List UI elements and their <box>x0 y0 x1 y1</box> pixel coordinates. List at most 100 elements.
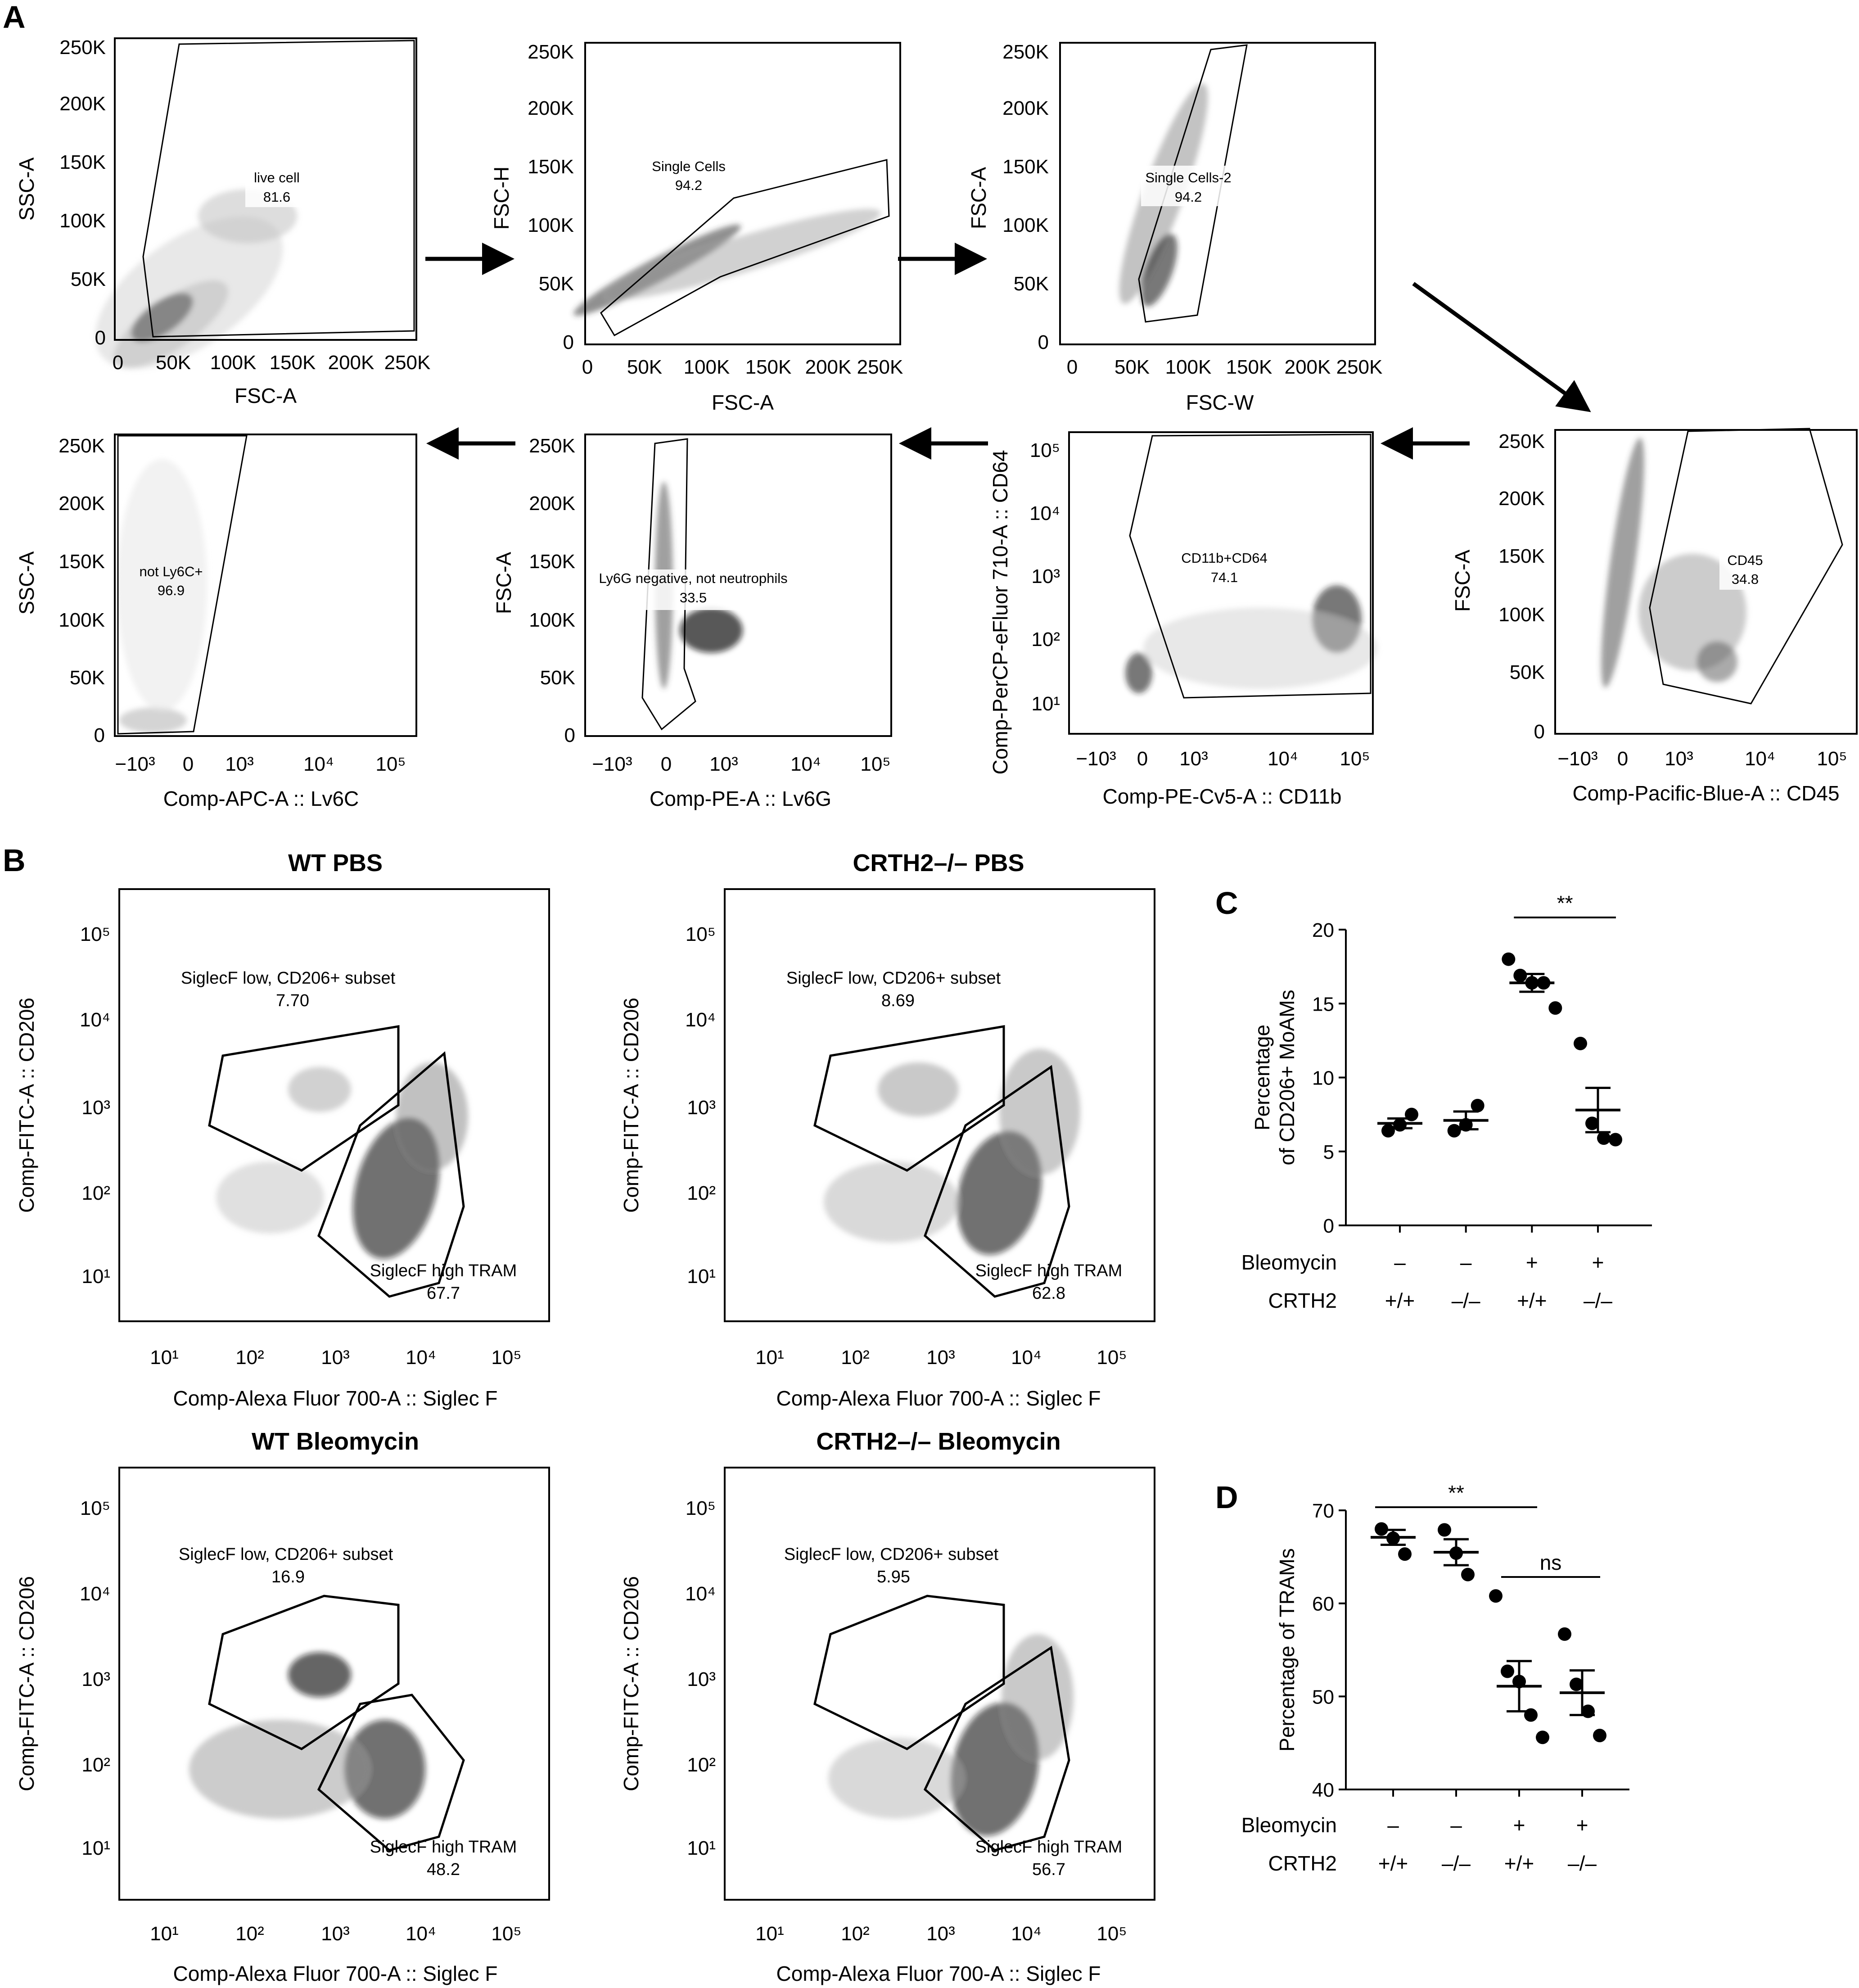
plot-b4-gate-low-value: 5.95 <box>877 1568 910 1586</box>
plot-a2-xtick: 100K <box>684 356 730 378</box>
plot-a1-ytick: 50K <box>71 268 106 290</box>
plot-a7-frame <box>114 434 417 737</box>
plot-a5-xlabel: Comp-PE-Cv5-A :: CD11b <box>1103 785 1342 808</box>
chart-d-bleomycin-value: – <box>1387 1813 1399 1837</box>
plot-b4-xtick: 10¹ <box>755 1923 784 1945</box>
plot-a4-xtick: 10⁴ <box>1745 748 1775 770</box>
plot-a6-xtick: 10⁵ <box>860 753 890 775</box>
chart-c-significance-label: ** <box>1557 891 1573 915</box>
plot-b3-title: WT Bleomycin <box>252 1428 419 1455</box>
plot-a5-ytick: 10⁴ <box>1029 502 1060 524</box>
plot-b4-ytick: 10¹ <box>687 1837 716 1859</box>
plot-a5-xticks: −10³ 0 10³ 10⁴ 10⁵ <box>1076 748 1370 770</box>
plot-a5-cloud <box>1125 585 1377 693</box>
chart-d: 40 50 60 70 Percentage of TRAMs – +/+ – –/– + +/+ +… <box>1241 1481 1629 1875</box>
chart-c-data-point <box>1381 1124 1395 1138</box>
plot-b1-xtick: 10¹ <box>150 1346 179 1369</box>
chart-c-ytick-label: 20 <box>1312 919 1334 941</box>
plot-a6-ytick: 0 <box>564 724 575 746</box>
plot-a1: live cell 81.6 0 50K 100K 150K 200K 250K… <box>15 36 430 407</box>
plot-b4: CRTH2–/– Bleomycin SiglecF low, CD206+ s… <box>619 1428 1155 1985</box>
plot-a6-ylabel: FSC-A <box>492 552 515 614</box>
plot-b2-gate-high-value: 62.8 <box>1032 1284 1065 1303</box>
plot-a6-yticks: 0 50K 100K 150K 200K 250K <box>529 435 575 746</box>
plot-a7-gate-name: not Ly6C+ <box>139 564 203 579</box>
plot-a5-frame <box>1068 431 1374 735</box>
plot-b1-gate-high-name: SiglecF high TRAM <box>370 1261 517 1280</box>
plot-b3-gate-low <box>208 1595 400 1750</box>
plot-a2-xtick: 0 <box>582 356 593 378</box>
plot-b1-gate-low-name: SiglecF low, CD206+ subset <box>181 969 396 988</box>
plot-b4-xtick: 10⁵ <box>1096 1923 1127 1945</box>
plot-a3-gate-name: Single Cells-2 <box>1145 170 1231 185</box>
plot-a1-xtick: 200K <box>328 352 375 374</box>
plot-a5-xtick: 0 <box>1137 748 1148 770</box>
chart-c-bleomycin-value: + <box>1526 1251 1538 1274</box>
plot-b3-ytick: 10⁵ <box>80 1497 110 1519</box>
panel-label-d: D <box>1215 1480 1238 1515</box>
plot-b4-ytick: 10³ <box>687 1668 716 1690</box>
chart-c-ytick-label: 5 <box>1323 1141 1334 1163</box>
plot-a2-xtick: 150K <box>745 356 792 378</box>
plot-b1: WT PBS SiglecF low, CD206+ subset 7.70 S… <box>15 849 550 1410</box>
chart-c-ylabel: Percentage <box>1250 1025 1274 1130</box>
plot-a1-xticks: 0 50K 100K 150K 200K 250K <box>113 352 431 374</box>
plot-a3-xtick: 150K <box>1226 356 1272 378</box>
plot-a1-ytick: 250K <box>59 36 106 59</box>
chart-c-ytick-label: 10 <box>1312 1067 1334 1089</box>
plot-a5-ylabel: Comp-PerCP-eFluor 710-A :: CD64 <box>988 450 1012 775</box>
plot-b2-cloud <box>824 1049 1080 1255</box>
plot-a7-ylabel: SSC-A <box>15 551 38 614</box>
plot-a4-gate-value: 34.8 <box>1732 571 1759 587</box>
plot-a2-cloud <box>573 208 881 316</box>
plot-b1-ylabel: Comp-FITC-A :: CD206 <box>15 998 38 1213</box>
plot-a1-ytick: 0 <box>95 327 106 349</box>
chart-c-ylabel: of CD206+ MoAMs <box>1275 990 1299 1166</box>
plot-a4-xticks: −10³ 0 10³ 10⁴ 10⁵ <box>1557 748 1847 770</box>
plot-a3-xticks: 0 50K 100K 150K 200K 250K <box>1067 356 1383 378</box>
plot-a5-gate-value: 74.1 <box>1211 569 1238 585</box>
plot-a5-ytick: 10⁵ <box>1030 439 1060 461</box>
plot-a2-gate <box>600 159 890 337</box>
plot-a4-xlabel: Comp-Pacific-Blue-A :: CD45 <box>1572 782 1839 805</box>
plot-b2-ytick: 10⁵ <box>686 923 716 945</box>
plot-a3-ytick: 50K <box>1014 273 1049 295</box>
chart-d-bleomycin-value: + <box>1576 1813 1588 1837</box>
plot-b2-xtick: 10⁴ <box>1011 1346 1042 1369</box>
plot-a1-xlabel: FSC-A <box>235 384 297 407</box>
plot-a4-ytick: 150K <box>1498 545 1545 567</box>
plot-b4-ytick: 10² <box>687 1754 716 1776</box>
plot-a2-xticks: 0 50K 100K 150K 200K 250K <box>582 356 903 378</box>
plot-b2-ytick: 10² <box>687 1182 716 1204</box>
plot-a4-ytick: 50K <box>1510 661 1545 683</box>
plot-b2-xticks: 10¹ 10² 10³ 10⁴ 10⁵ <box>755 1346 1127 1369</box>
plot-a5-ytick: 10¹ <box>1031 693 1060 715</box>
plot-b1-title: WT PBS <box>288 849 383 877</box>
plot-b4-gate-high-name: SiglecF high TRAM <box>975 1838 1123 1857</box>
plot-b1-xtick: 10² <box>235 1346 264 1369</box>
plot-b1-yticks: 10¹ 10² 10³ 10⁴ 10⁵ <box>80 923 110 1288</box>
plot-a2-ytick: 200K <box>528 97 574 119</box>
plot-a7-xtick: 10³ <box>225 753 254 775</box>
plot-b2-gate-high-name: SiglecF high TRAM <box>975 1261 1123 1280</box>
plot-b2-gate-high <box>924 1065 1070 1298</box>
plot-b4-gate-low-name: SiglecF low, CD206+ subset <box>784 1545 999 1564</box>
chart-d-crth2-value: –/– <box>1442 1852 1471 1875</box>
plot-a5-yticks: 10¹ 10² 10³ 10⁴ 10⁵ <box>1029 439 1060 715</box>
plot-b1-gate-high-value: 67.7 <box>427 1284 460 1303</box>
plot-a6-xtick: 10⁴ <box>790 753 821 775</box>
plot-a2-frame <box>584 42 901 345</box>
plot-b4-xtick: 10⁴ <box>1011 1923 1042 1945</box>
plot-a7-xtick: −10³ <box>115 753 155 775</box>
arrow-a3-a4 <box>1412 282 1591 412</box>
plot-a6-xticks: −10³ 0 10³ 10⁴ 10⁵ <box>592 753 890 775</box>
chart-c-row-label-crth2: CRTH2 <box>1268 1289 1337 1312</box>
plot-b4-ylabel: Comp-FITC-A :: CD206 <box>619 1576 643 1791</box>
plot-a4-xtick: 10³ <box>1665 748 1693 770</box>
plot-a1-xtick: 0 <box>113 352 123 374</box>
plot-a6-gate-value: 33.5 <box>680 590 707 605</box>
plot-a7-ytick: 200K <box>59 492 105 515</box>
plot-b3-xlabel: Comp-Alexa Fluor 700-A :: Siglec F <box>173 1962 498 1985</box>
plot-a3-ytick: 250K <box>1002 41 1049 63</box>
plot-a2-xtick: 200K <box>805 356 852 378</box>
